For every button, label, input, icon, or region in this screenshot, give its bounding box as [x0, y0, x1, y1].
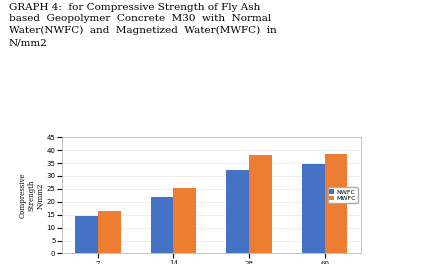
- Bar: [98, 211, 121, 253]
- Text: GRAPH 4:  for Compressive Strength of Fly Ash
based  Geopolymer  Concrete  M30  : GRAPH 4: for Compressive Strength of Fly…: [9, 3, 276, 47]
- Y-axis label: Compressive
Strength
N/mm2: Compressive Strength N/mm2: [18, 173, 45, 218]
- Bar: [249, 155, 271, 253]
- Bar: [151, 197, 173, 253]
- Bar: [173, 188, 196, 253]
- Bar: [75, 216, 98, 253]
- Bar: [226, 169, 249, 253]
- Bar: [302, 164, 325, 253]
- Legend: NWFC, MWFC: NWFC, MWFC: [327, 187, 358, 203]
- Bar: [325, 154, 347, 253]
